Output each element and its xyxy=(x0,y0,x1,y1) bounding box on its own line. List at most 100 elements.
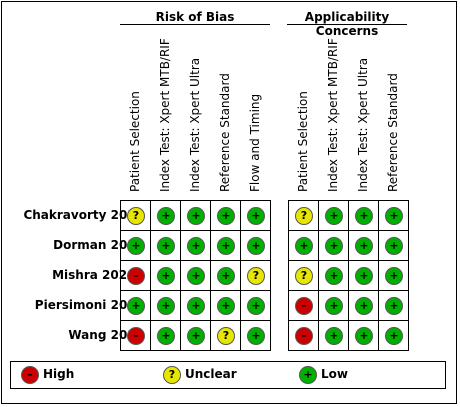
low-risk-icon: + xyxy=(187,297,205,315)
low-risk-icon: + xyxy=(325,237,343,255)
judgement-cell: + xyxy=(211,291,241,321)
judgement-cell: – xyxy=(289,291,319,321)
column-label: Reference Standard xyxy=(218,73,232,192)
judgement-cell: + xyxy=(211,201,241,231)
judgement-cell: + xyxy=(151,321,181,351)
judgement-cell: ? xyxy=(289,201,319,231)
study-label: Dorman 2018 xyxy=(53,238,144,252)
low-risk-icon: + xyxy=(187,327,205,345)
judgement-cell: + xyxy=(151,261,181,291)
judgement-cell: + xyxy=(319,321,349,351)
judgement-cell: + xyxy=(319,291,349,321)
low-risk-icon: + xyxy=(247,297,265,315)
judgement-cell: – xyxy=(289,321,319,351)
low-risk-icon: + xyxy=(157,237,175,255)
low-risk-icon: + xyxy=(355,327,373,345)
judgement-cell: + xyxy=(241,291,271,321)
judgement-cell: + xyxy=(349,261,379,291)
judgement-cell: + xyxy=(121,231,151,261)
judgement-cell: + xyxy=(379,321,409,351)
low-risk-icon: + xyxy=(355,297,373,315)
low-risk-icon: + xyxy=(247,237,265,255)
high-risk-icon: – xyxy=(295,297,313,315)
judgement-cell: + xyxy=(349,291,379,321)
low-risk-icon: + xyxy=(217,297,235,315)
low-risk-icon: + xyxy=(187,207,205,225)
low-risk-icon: + xyxy=(355,237,373,255)
legend: – High ? Unclear + Low xyxy=(10,361,446,389)
high-risk-icon: – xyxy=(127,267,145,285)
judgement-cell: + xyxy=(349,321,379,351)
unclear-risk-icon: ? xyxy=(127,207,145,225)
judgement-cell: + xyxy=(181,201,211,231)
judgement-cell: + xyxy=(211,231,241,261)
low-risk-icon: + xyxy=(355,267,373,285)
legend-label-unclear: Unclear xyxy=(185,367,237,381)
low-risk-icon: + xyxy=(385,237,403,255)
applicability-grid: ? + + + + + + +? + + + – + + + – + + + xyxy=(288,200,409,351)
judgement-cell: + xyxy=(151,291,181,321)
column-label: Patient Selection xyxy=(296,91,310,192)
study-label: Mishra 2020b xyxy=(52,268,144,282)
column-label: Index Test: Xpert MTB/RIF xyxy=(158,38,172,192)
legend-label-high: High xyxy=(43,367,75,381)
low-risk-icon: + xyxy=(247,207,265,225)
study-label: Wang 2019 xyxy=(68,328,144,342)
low-risk-icon: + xyxy=(325,267,343,285)
risk-of-bias-title: Risk of Bias xyxy=(155,10,235,24)
low-risk-icon: + xyxy=(157,267,175,285)
high-risk-icon: – xyxy=(127,327,145,345)
judgement-cell: + xyxy=(379,291,409,321)
judgement-cell: + xyxy=(379,201,409,231)
judgement-cell: ? xyxy=(211,321,241,351)
study-label: Chakravorty 2017 xyxy=(23,208,144,222)
low-risk-icon: + xyxy=(385,297,403,315)
applicability-underline xyxy=(287,24,407,25)
low-risk-icon: + xyxy=(217,237,235,255)
column-label: Index Test: Xpert MTB/RIF xyxy=(326,38,340,192)
judgement-cell: + xyxy=(241,231,271,261)
judgement-cell: – xyxy=(121,321,151,351)
judgement-cell: + xyxy=(181,321,211,351)
column-label: Flow and Timing xyxy=(248,93,262,192)
column-label: Index Test: Xpert Ultra xyxy=(356,57,370,192)
unclear-risk-icon: ? xyxy=(247,267,265,285)
judgement-cell: + xyxy=(121,291,151,321)
unclear-risk-icon: ? xyxy=(295,267,313,285)
judgement-cell: + xyxy=(241,201,271,231)
column-label: Patient Selection xyxy=(128,91,142,192)
low-risk-icon: + xyxy=(247,327,265,345)
low-risk-icon: + xyxy=(325,297,343,315)
judgement-cell: + xyxy=(319,261,349,291)
high-risk-icon: – xyxy=(295,327,313,345)
judgement-cell: + xyxy=(181,291,211,321)
low-risk-icon: + xyxy=(385,207,403,225)
judgement-cell: + xyxy=(151,201,181,231)
judgement-cell: – xyxy=(121,261,151,291)
judgement-cell: + xyxy=(151,231,181,261)
judgement-cell: ? xyxy=(289,261,319,291)
study-label: Piersimoni 2019 xyxy=(34,298,144,312)
judgement-cell: + xyxy=(349,201,379,231)
low-risk-icon: + xyxy=(385,327,403,345)
judgement-cell: + xyxy=(181,231,211,261)
low-risk-icon: + xyxy=(187,237,205,255)
risk-of-bias-grid: ? + + + + + + + + + – + + +? + + + + + – + +? + xyxy=(120,200,271,351)
low-risk-icon: + xyxy=(187,267,205,285)
unclear-risk-icon: ? xyxy=(217,327,235,345)
low-risk-icon: + xyxy=(217,207,235,225)
high-risk-icon: – xyxy=(21,366,39,384)
column-label: Index Test: Xpert Ultra xyxy=(188,57,202,192)
judgement-cell: + xyxy=(379,231,409,261)
low-risk-icon: + xyxy=(295,237,313,255)
low-risk-icon: + xyxy=(127,297,145,315)
applicability-title: Applicability Concerns xyxy=(304,10,390,38)
low-risk-icon: + xyxy=(385,267,403,285)
judgement-cell: + xyxy=(181,261,211,291)
legend-label-low: Low xyxy=(321,367,348,381)
judgement-cell: + xyxy=(349,231,379,261)
low-risk-icon: + xyxy=(127,237,145,255)
unclear-risk-icon: ? xyxy=(295,207,313,225)
judgement-cell: ? xyxy=(241,261,271,291)
